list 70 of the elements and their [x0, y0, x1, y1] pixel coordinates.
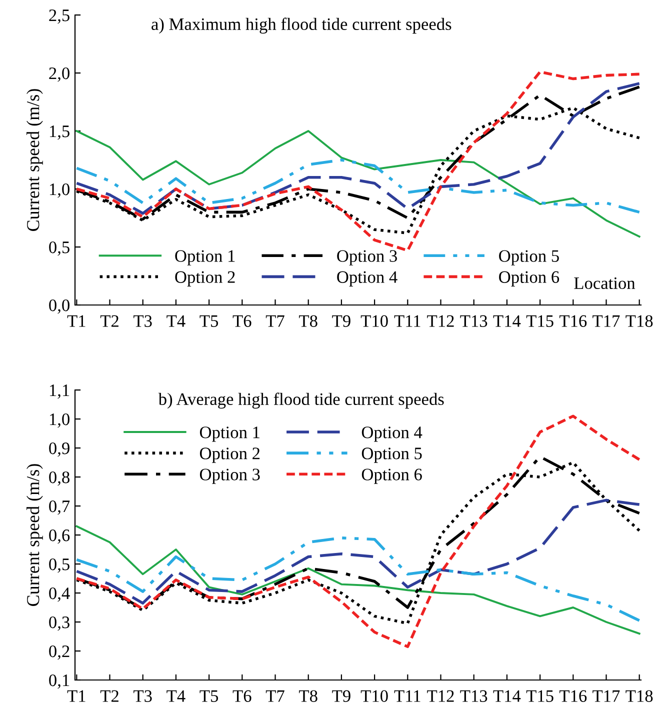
x-tick-label: T10 [360, 690, 388, 702]
x-tick-label: T11 [394, 315, 420, 327]
x-tick-label: T13 [460, 315, 488, 327]
x-tick-label: T8 [299, 315, 318, 327]
x-tick-label: T12 [427, 315, 454, 327]
chart-title: b) Average high flood tide current speeds [158, 392, 444, 409]
x-tick-label: T3 [134, 315, 152, 327]
y-tick-label: 0,2 [49, 645, 70, 660]
chart-title: a) Maximum high flood tide current speeds [152, 18, 452, 34]
y-axis-title: Current speed (m/s) [26, 464, 43, 606]
x-tick-label: T8 [299, 690, 318, 702]
legend-label: Option 1 [175, 250, 235, 266]
x-tick-label: T10 [360, 315, 388, 327]
legend-label: Option 1 [200, 426, 260, 442]
x-tick-label: T9 [332, 315, 350, 327]
x-tick-label: T15 [526, 315, 554, 327]
y-tick-label: 1,0 [50, 183, 70, 198]
x-tick-label: T11 [394, 690, 420, 702]
x-axis-title: Location [574, 277, 636, 290]
legend-label: Option 5 [499, 250, 559, 266]
y-tick-label: 0,4 [49, 587, 70, 602]
y-tick-label: 0,7 [49, 500, 70, 515]
y-tick-label: 2,0 [49, 67, 70, 82]
legend-label: Option 6 [362, 468, 422, 484]
y-tick-label: 0,6 [49, 529, 70, 544]
x-tick-label: T5 [200, 690, 218, 702]
legend-label: Option 5 [362, 448, 422, 463]
x-tick-label: T6 [232, 315, 252, 327]
legend-label: Option 2 [175, 271, 235, 286]
x-tick-label: T2 [100, 315, 118, 327]
x-tick-label: T18 [626, 690, 653, 702]
x-tick-label: T1 [67, 315, 86, 327]
y-tick-label: 2,5 [49, 10, 70, 24]
x-tick-label: T5 [200, 315, 218, 327]
x-tick-label: T9 [332, 690, 350, 702]
legend-label: Option 2 [200, 448, 260, 463]
y-axis-title: Current speed (m/s) [26, 89, 43, 231]
x-tick-label: T6 [232, 690, 252, 702]
y-tick-label: 0,0 [49, 299, 70, 314]
legend-label: Option 6 [499, 271, 560, 286]
x-tick-label: T14 [493, 690, 521, 702]
legend-label: Option 3 [337, 250, 397, 266]
y-tick-label: 0,5 [49, 241, 70, 256]
legend-label: Option 3 [200, 468, 260, 484]
x-tick-label: T14 [493, 315, 521, 327]
y-tick-label: 0,1 [49, 674, 70, 689]
legend-label: Option 4 [337, 271, 398, 286]
x-tick-label: T13 [460, 690, 488, 702]
x-tick-label: T2 [100, 690, 118, 702]
y-tick-label: 0,5 [49, 558, 70, 573]
x-tick-label: T16 [559, 690, 587, 702]
y-tick-label: 0,3 [49, 616, 70, 631]
x-tick-label: T17 [592, 690, 620, 702]
x-tick-label: T7 [266, 690, 284, 702]
y-tick-label: 1,0 [50, 413, 70, 428]
x-tick-label: T4 [166, 315, 186, 327]
x-tick-label: T16 [559, 315, 587, 327]
y-tick-label: 0,9 [49, 442, 70, 457]
x-tick-label: T17 [592, 315, 620, 327]
x-tick-label: T3 [134, 690, 152, 702]
x-tick-label: T15 [526, 690, 554, 702]
y-tick-label: 1,5 [50, 126, 70, 140]
x-tick-label: T12 [427, 690, 454, 702]
y-tick-label: 1,1 [50, 384, 70, 399]
legend-label: Option 4 [362, 426, 422, 442]
x-tick-label: T18 [626, 315, 653, 327]
x-tick-label: T7 [266, 315, 284, 327]
x-tick-label: T4 [166, 690, 186, 702]
x-tick-label: T1 [67, 690, 86, 702]
y-tick-label: 0,8 [49, 471, 70, 486]
